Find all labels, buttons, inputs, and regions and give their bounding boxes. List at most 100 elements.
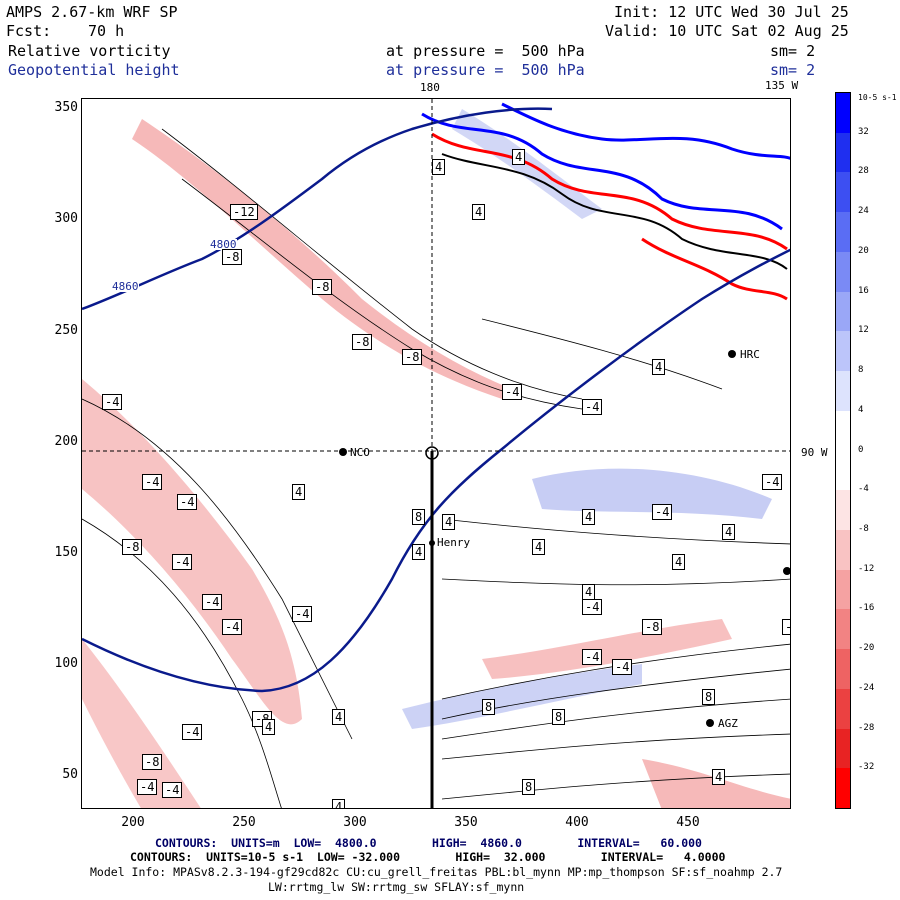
contours-vorticity-info: CONTOURS: UNITS=10-5 s-1 LOW= -32.000 HI… bbox=[130, 850, 726, 864]
colorbar-label: 28 bbox=[858, 166, 869, 177]
vorticity-contour-label: -8 bbox=[782, 619, 790, 635]
y-tick-150: 150 bbox=[54, 545, 78, 560]
negative-vorticity-shading bbox=[82, 119, 790, 808]
vorticity-contour-label: -8 bbox=[222, 249, 243, 265]
vorticity-contour-label: 4 bbox=[292, 484, 306, 500]
vorticity-contour-label: 8 bbox=[482, 699, 496, 715]
colorbar-segment bbox=[836, 688, 850, 729]
y-tick-50: 50 bbox=[62, 767, 78, 782]
vorticity-contour-label: -4 bbox=[502, 384, 523, 400]
colorbar-label: 24 bbox=[858, 206, 869, 217]
field1-name: Relative vorticity bbox=[8, 42, 171, 60]
station-agz-label: AGZ bbox=[718, 717, 738, 730]
field1-level: at pressure = 500 hPa bbox=[386, 42, 585, 60]
colorbar-unit: 10-5 s-1 bbox=[858, 93, 897, 102]
vorticity-contour-label: -4 bbox=[582, 399, 603, 415]
vorticity-contour-label: -4 bbox=[172, 554, 193, 570]
colorbar-label: 16 bbox=[858, 285, 869, 296]
field2-name: Geopotential height bbox=[8, 61, 180, 79]
height-label-4800: 4800 bbox=[210, 238, 237, 251]
x-tick-300: 300 bbox=[343, 815, 367, 830]
y-tick-200: 200 bbox=[54, 434, 78, 449]
longitude-90w-label: 90 W bbox=[801, 446, 828, 459]
colorbar-label: -12 bbox=[858, 563, 875, 574]
vorticity-contour-label: -4 bbox=[652, 504, 673, 520]
vorticity-contour-label: -8 bbox=[312, 279, 333, 295]
vorticity-contour-label: -4 bbox=[762, 474, 783, 490]
vorticity-contour-label: -4 bbox=[102, 394, 123, 410]
colorbar-label: -32 bbox=[858, 762, 875, 773]
vorticity-contour-label: -8 bbox=[642, 619, 663, 635]
map-plot: HRC NCO Henry AGZ 4800 4860 -12 -8 -8 -8 -8 -… bbox=[81, 98, 791, 809]
vorticity-contour-label: 8 bbox=[522, 779, 536, 795]
colorbar-label: -24 bbox=[858, 682, 875, 693]
colorbar-segment bbox=[836, 649, 850, 689]
vorticity-contour-label: -4 bbox=[612, 659, 633, 675]
vorticity-contour-label: -8 bbox=[122, 539, 143, 555]
vorticity-contour-label: -4 bbox=[582, 599, 603, 615]
station-nco-label: NCO bbox=[350, 446, 370, 459]
station-henry-label: Henry bbox=[437, 536, 471, 549]
vorticity-contour-label: 4 bbox=[582, 509, 596, 525]
colorbar-segment bbox=[836, 490, 850, 530]
vorticity-contour-label: 8 bbox=[702, 689, 716, 705]
vorticity-contour-label: -4 bbox=[137, 779, 158, 795]
forecast-label: Fcst: bbox=[6, 22, 52, 40]
colorbar-segment bbox=[836, 331, 850, 372]
vorticity-contour-label: -4 bbox=[292, 606, 313, 622]
center-marker bbox=[425, 446, 439, 460]
vorticity-contour-label: -4 bbox=[162, 782, 183, 798]
vorticity-contour-label: -4 bbox=[222, 619, 243, 635]
y-tick-300: 300 bbox=[54, 211, 78, 226]
height-contours bbox=[82, 107, 790, 693]
forecast-hour: 70 h bbox=[88, 22, 125, 40]
station-agz-marker bbox=[706, 719, 714, 727]
colorbar-segment bbox=[836, 410, 850, 451]
colorbar-label: 12 bbox=[858, 325, 869, 336]
field2-level: at pressure = 500 hPa bbox=[386, 61, 585, 79]
colorbar bbox=[835, 92, 851, 809]
colorbar-label: 0 bbox=[858, 444, 864, 455]
height-label-4860: 4860 bbox=[112, 280, 139, 293]
x-tick-450: 450 bbox=[676, 815, 700, 830]
vorticity-contour-label: -4 bbox=[202, 594, 223, 610]
colorbar-segment bbox=[836, 251, 850, 292]
colorbar-label: -28 bbox=[858, 722, 875, 733]
x-tick-400: 400 bbox=[565, 815, 589, 830]
colorbar-label: -16 bbox=[858, 603, 875, 614]
x-tick-350: 350 bbox=[454, 815, 478, 830]
colorbar-segment bbox=[836, 172, 850, 213]
station-hrc-marker bbox=[728, 350, 736, 358]
vorticity-contour-label: 4 bbox=[722, 524, 736, 540]
vorticity-contour-label: 4 bbox=[712, 769, 726, 785]
vorticity-contour-label: -4 bbox=[182, 724, 203, 740]
colorbar-segment bbox=[836, 291, 850, 332]
colorbar-label: -20 bbox=[858, 643, 875, 654]
vorticity-contour-label: 4 bbox=[512, 149, 526, 165]
vorticity-contour-label: 4 bbox=[532, 539, 546, 555]
vorticity-contour-label: -4 bbox=[582, 649, 603, 665]
positive-vorticity-shading bbox=[402, 109, 772, 729]
vorticity-contour-label: 4 bbox=[672, 554, 686, 570]
vorticity-contour-label: -4 bbox=[177, 494, 198, 510]
colorbar-segment bbox=[836, 212, 850, 252]
edge-marker bbox=[783, 567, 790, 575]
vorticity-contour-label: -4 bbox=[142, 474, 163, 490]
vorticity-contour-label: -8 bbox=[352, 334, 373, 350]
vorticity-contour-label: 8 bbox=[552, 709, 566, 725]
colorbar-segment bbox=[836, 609, 850, 650]
colorbar-label: 4 bbox=[858, 404, 864, 415]
longitude-180-label: 180 bbox=[420, 81, 440, 94]
colorbar-label: -8 bbox=[858, 523, 869, 534]
vorticity-contour-label: -8 bbox=[142, 754, 163, 770]
longitude-135w-label: 135 W bbox=[765, 79, 799, 92]
field1-smoothing: sm= 2 bbox=[770, 42, 816, 60]
colorbar-segment bbox=[836, 768, 850, 808]
vorticity-contours bbox=[82, 128, 790, 808]
colorbar-label: -4 bbox=[858, 484, 869, 495]
x-tick-250: 250 bbox=[232, 815, 256, 830]
init-time: Init: 12 UTC Wed 30 Jul 25 bbox=[614, 3, 849, 21]
colorbar-segment bbox=[836, 569, 850, 610]
y-tick-350: 350 bbox=[54, 100, 78, 115]
colorbar-segment bbox=[836, 132, 850, 173]
